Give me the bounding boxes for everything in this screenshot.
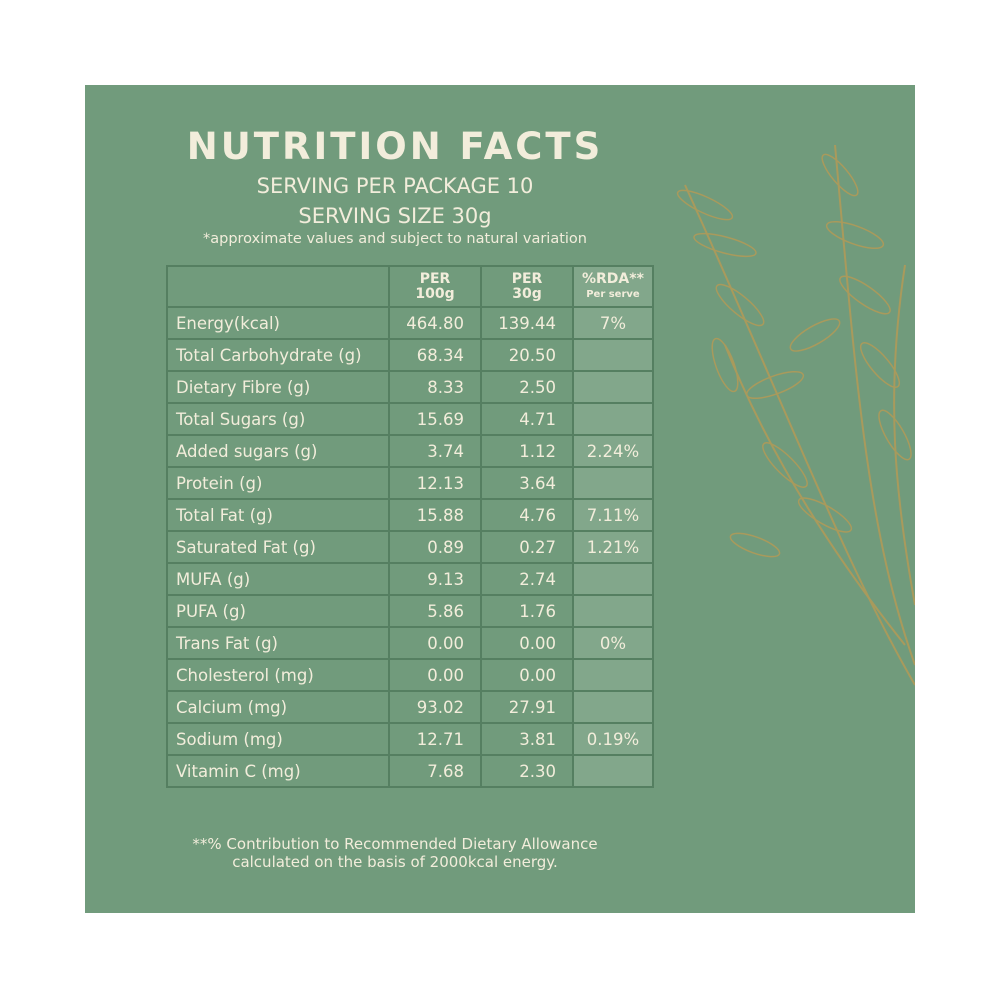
nutrient-row: Calcium (mg) 93.02 27.91 <box>166 690 654 724</box>
nutrient-value: 93.02 <box>388 690 482 724</box>
header-row: PER 100g PER 30g %RDA** Per serve <box>166 265 654 308</box>
note: *approximate values and subject to natur… <box>203 231 587 247</box>
nutrition-panel: NUTRITION FACTS SERVING PER PACKAGE 10 S… <box>85 85 915 913</box>
header-text: Per serve <box>586 288 640 300</box>
nutrient-name: Calcium (mg) <box>166 690 390 724</box>
nutrient-name: Cholesterol (mg) <box>166 658 390 692</box>
header-text: %RDA** <box>582 270 644 287</box>
nutrient-value <box>572 594 654 628</box>
nutrient-value: 5.86 <box>388 594 482 628</box>
header-text: 30g <box>512 285 542 302</box>
nutrient-row: PUFA (g) 5.86 1.76 <box>166 594 654 628</box>
nutrient-value: 8.33 <box>388 370 482 404</box>
nutrient-value <box>572 562 654 596</box>
nutrient-value <box>572 402 654 436</box>
nutrient-value: 15.69 <box>388 402 482 436</box>
nutrient-value: 0.00 <box>388 626 482 660</box>
nutrient-value: 0.00 <box>480 626 574 660</box>
nutrient-name: Saturated Fat (g) <box>166 530 390 564</box>
footnote: **% Contribution to Recommended Dietary … <box>145 835 645 871</box>
header-text: PER <box>419 270 451 287</box>
nutrient-row: Saturated Fat (g) 0.89 0.27 1.21% <box>166 530 654 564</box>
nutrient-name: Energy(kcal) <box>166 306 390 340</box>
nutrient-row: Added sugars (g) 3.74 1.12 2.24% <box>166 434 654 468</box>
nutrient-row: Protein (g) 12.13 3.64 <box>166 466 654 500</box>
nutrient-name: Total Sugars (g) <box>166 402 390 436</box>
nutrient-row: Vitamin C (mg) 7.68 2.30 <box>166 754 654 788</box>
nutrient-value: 1.76 <box>480 594 574 628</box>
nutrient-value: 15.88 <box>388 498 482 532</box>
nutrient-name: Total Carbohydrate (g) <box>166 338 390 372</box>
nutrient-name: Protein (g) <box>166 466 390 500</box>
nutrient-name: Vitamin C (mg) <box>166 754 390 788</box>
nutrient-name: Dietary Fibre (g) <box>166 370 390 404</box>
nutrient-name: Sodium (mg) <box>166 722 390 756</box>
nutrient-value: 7.11% <box>572 498 654 532</box>
title: NUTRITION FACTS <box>186 125 604 168</box>
header-cell <box>166 265 390 308</box>
nutrient-value: 464.80 <box>388 306 482 340</box>
oat-illustration <box>676 145 915 686</box>
header-cell: PER 30g <box>480 265 574 308</box>
nutrient-value: 4.71 <box>480 402 574 436</box>
nutrient-name: MUFA (g) <box>166 562 390 596</box>
nutrient-value <box>572 466 654 500</box>
nutrient-value: 3.64 <box>480 466 574 500</box>
nutrient-row: Trans Fat (g) 0.00 0.00 0% <box>166 626 654 660</box>
nutrient-value: 2.24% <box>572 434 654 468</box>
header-text: 100g <box>415 285 455 302</box>
nutrient-row: Total Sugars (g) 15.69 4.71 <box>166 402 654 436</box>
nutrient-value <box>572 370 654 404</box>
nutrient-row: Total Carbohydrate (g) 68.34 20.50 <box>166 338 654 372</box>
nutrient-value: 2.50 <box>480 370 574 404</box>
nutrient-value: 27.91 <box>480 690 574 724</box>
header-cell: %RDA** Per serve <box>572 265 654 308</box>
nutrient-value: 0.89 <box>388 530 482 564</box>
nutrient-value: 9.13 <box>388 562 482 596</box>
nutrient-value: 0.00 <box>388 658 482 692</box>
nutrient-value: 0.00 <box>480 658 574 692</box>
nutrient-value: 68.34 <box>388 338 482 372</box>
header-text: PER <box>511 270 543 287</box>
nutrient-value: 3.81 <box>480 722 574 756</box>
nutrient-value: 7.68 <box>388 754 482 788</box>
nutrient-value <box>572 658 654 692</box>
nutrient-value <box>572 690 654 724</box>
nutrient-value: 0.19% <box>572 722 654 756</box>
nutrient-value: 2.30 <box>480 754 574 788</box>
nutrient-value <box>572 338 654 372</box>
nutrient-row: Energy(kcal) 464.80 139.44 7% <box>166 306 654 340</box>
header-cell: PER 100g <box>388 265 482 308</box>
nutrient-name: Trans Fat (g) <box>166 626 390 660</box>
nutrient-row: Total Fat (g) 15.88 4.76 7.11% <box>166 498 654 532</box>
nutrient-value: 2.74 <box>480 562 574 596</box>
nutrient-value: 3.74 <box>388 434 482 468</box>
serving-size: SERVING SIZE 30g <box>298 204 492 228</box>
nutrient-value: 20.50 <box>480 338 574 372</box>
nutrient-row: Dietary Fibre (g) 8.33 2.50 <box>166 370 654 404</box>
nutrient-value: 12.71 <box>388 722 482 756</box>
nutrient-row: MUFA (g) 9.13 2.74 <box>166 562 654 596</box>
nutrient-value: 12.13 <box>388 466 482 500</box>
nutrient-name: PUFA (g) <box>166 594 390 628</box>
nutrient-name: Added sugars (g) <box>166 434 390 468</box>
nutrient-row: Sodium (mg) 12.71 3.81 0.19% <box>166 722 654 756</box>
nutrient-value: 7% <box>572 306 654 340</box>
servings: SERVING PER PACKAGE 10 <box>256 174 534 198</box>
nutrient-row: Cholesterol (mg) 0.00 0.00 <box>166 658 654 692</box>
nutrient-value: 1.12 <box>480 434 574 468</box>
footnote-line: **% Contribution to Recommended Dietary … <box>192 835 598 853</box>
nutrient-name: Total Fat (g) <box>166 498 390 532</box>
nutrient-value <box>572 754 654 788</box>
nutrient-value: 0.27 <box>480 530 574 564</box>
footnote-line: calculated on the basis of 2000kcal ener… <box>232 853 558 871</box>
nutrient-value: 0% <box>572 626 654 660</box>
nutrient-value: 4.76 <box>480 498 574 532</box>
nutrition-table: PER 100g PER 30g %RDA** Per serve Energy(kc… <box>166 265 654 788</box>
nutrient-value: 1.21% <box>572 530 654 564</box>
nutrient-value: 139.44 <box>480 306 574 340</box>
